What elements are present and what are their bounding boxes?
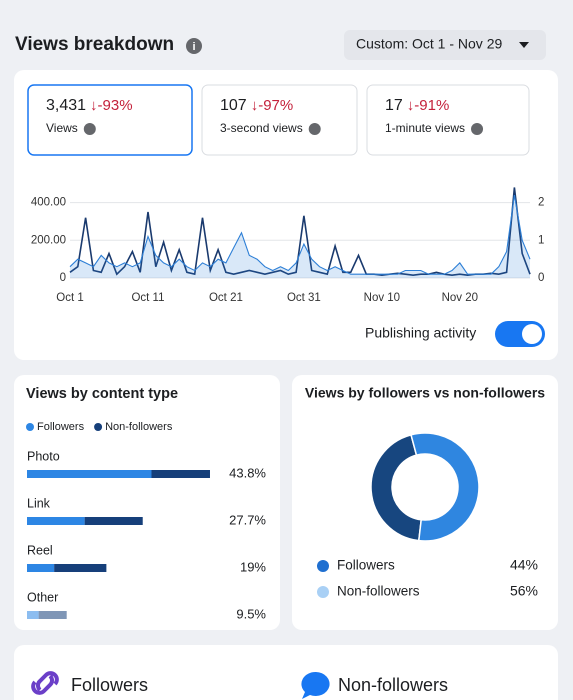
dropdown-caret bbox=[519, 42, 529, 48]
bar-segment bbox=[38, 611, 67, 619]
split-card bbox=[292, 375, 558, 630]
y-tick-label: 200.00 bbox=[31, 234, 66, 246]
x-tick-label: Nov 10 bbox=[364, 292, 400, 304]
metric-value: 3,431 bbox=[46, 97, 86, 114]
legend-label: Followers bbox=[337, 558, 395, 573]
y2-tick-label: 0 bbox=[538, 272, 544, 284]
bar-segment bbox=[27, 564, 55, 572]
bar-segment bbox=[54, 564, 107, 572]
content-title: Views by content type bbox=[26, 386, 178, 402]
row-label: Reel bbox=[27, 543, 53, 557]
series-area bbox=[70, 195, 530, 278]
legend-dot bbox=[26, 423, 34, 431]
legend-value: 56% bbox=[510, 583, 538, 599]
date-range: Custom: Oct 1 - Nov 29 bbox=[356, 36, 502, 52]
metric-change: ↓-93% bbox=[90, 97, 133, 114]
legend-label: Non-followers bbox=[105, 421, 173, 433]
metric-value: 107 bbox=[220, 97, 247, 114]
row-label: Photo bbox=[27, 449, 60, 463]
date-dropdown[interactable] bbox=[344, 30, 546, 60]
legend-value: 44% bbox=[510, 557, 538, 573]
bar-segment bbox=[27, 517, 85, 525]
legend-dot bbox=[94, 423, 103, 431]
bar-segment bbox=[151, 470, 210, 478]
toggle[interactable] bbox=[495, 321, 545, 347]
x-tick-label: Oct 11 bbox=[131, 292, 164, 304]
bar-segment bbox=[27, 470, 152, 478]
x-tick-label: Oct 1 bbox=[56, 292, 83, 304]
chat-icon bbox=[301, 671, 330, 699]
metric-value: 17 bbox=[385, 97, 403, 114]
x-tick-label: Oct 31 bbox=[287, 292, 321, 304]
footer-card bbox=[14, 645, 558, 700]
info-icon bbox=[471, 123, 484, 135]
legend-dot bbox=[317, 560, 329, 572]
footer-followers: Followers bbox=[71, 675, 148, 695]
donut-segment bbox=[410, 432, 480, 542]
x-tick-label: Oct 21 bbox=[209, 292, 243, 304]
row-label: Link bbox=[27, 496, 51, 510]
metric-label: 3-second views bbox=[220, 121, 303, 135]
info-icon bbox=[308, 123, 321, 135]
metric-label: Views bbox=[46, 121, 78, 135]
page-title: Views breakdown bbox=[15, 34, 174, 55]
legend-label: Followers bbox=[37, 421, 85, 433]
legend-label: Non-followers bbox=[337, 584, 420, 599]
y-tick-label: 400.00 bbox=[31, 197, 66, 209]
row-label: Other bbox=[27, 590, 58, 604]
bar-segment bbox=[84, 517, 143, 525]
series-line bbox=[69, 195, 531, 275]
info-glyph: i bbox=[192, 41, 195, 53]
row-value: 43.8% bbox=[229, 465, 266, 480]
bar-segment bbox=[27, 611, 39, 619]
legend-dot bbox=[317, 586, 329, 598]
metric-label: 1-minute views bbox=[385, 121, 465, 135]
toggle-knob bbox=[522, 324, 542, 344]
row-value: 27.7% bbox=[229, 512, 266, 527]
y2-tick-label: 1 bbox=[538, 234, 544, 246]
metric-change: ↓-91% bbox=[407, 97, 450, 114]
info-icon[interactable] bbox=[186, 38, 202, 54]
split-title: Views by followers vs non-followers bbox=[305, 385, 545, 401]
row-value: 9.5% bbox=[236, 606, 266, 621]
footer-nonfollowers: Non-followers bbox=[338, 675, 448, 695]
series-line bbox=[69, 187, 531, 277]
metric-tile[interactable] bbox=[366, 84, 530, 156]
row-value: 19% bbox=[240, 559, 266, 574]
metric-tile[interactable] bbox=[27, 84, 193, 156]
metric-tile[interactable] bbox=[201, 84, 358, 156]
x-tick-label: Nov 20 bbox=[442, 292, 478, 304]
y-tick-label: 0 bbox=[60, 272, 66, 284]
toggle-label: Publishing activity bbox=[365, 325, 476, 341]
y2-tick-label: 2 bbox=[538, 197, 544, 209]
info-icon bbox=[83, 123, 96, 135]
metric-change: ↓-97% bbox=[251, 97, 294, 114]
link-icon bbox=[31, 671, 59, 695]
donut-segment bbox=[370, 433, 423, 542]
